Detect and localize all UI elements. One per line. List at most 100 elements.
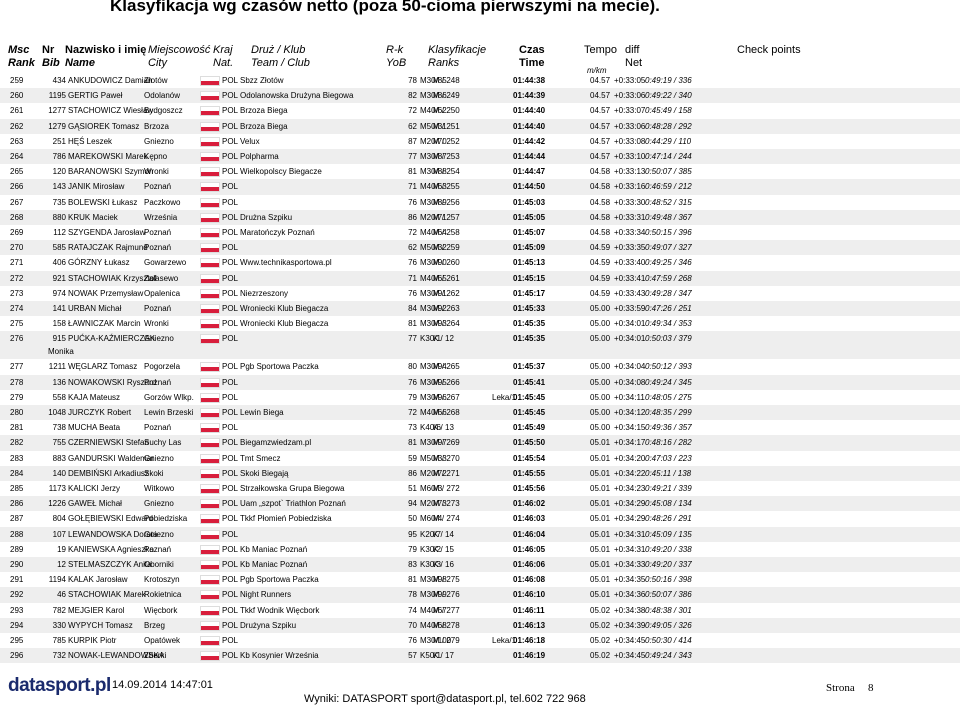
flag — [200, 408, 220, 418]
cell: M / 253 — [433, 152, 460, 161]
cell: 05.02 — [590, 620, 611, 630]
cell: 01:45:45 — [513, 408, 546, 417]
cell: M30/88 — [420, 167, 447, 177]
cell: 05.01 — [590, 484, 611, 493]
cell: 0:45:09 / 135 — [645, 529, 692, 539]
cell: M / 262 — [433, 288, 460, 298]
cell: +0:34:20 — [614, 453, 646, 463]
row-band — [0, 88, 960, 104]
cell: 05.00 — [590, 377, 611, 387]
cell: +0:34:45 — [614, 651, 646, 661]
cell: +0:33:35 — [614, 243, 646, 253]
cell: M / 272 — [433, 484, 460, 493]
cell: POL — [222, 258, 239, 268]
header-label: m/km — [587, 66, 607, 75]
flag — [200, 273, 220, 284]
cell: 01:45:37 — [513, 362, 546, 372]
cell: Maratończyk Poznań — [240, 228, 315, 237]
cell: 01:45:05 — [513, 212, 546, 222]
cell: Poznań — [144, 304, 172, 313]
cell: Sbzz Złotów — [240, 76, 284, 85]
cell: 0:50:12 / 393 — [645, 362, 692, 372]
cell: 05.01 — [590, 575, 611, 585]
cell: 01:44:40 — [513, 121, 546, 131]
cell: K50/1 — [420, 651, 441, 661]
logo: datasport.pl — [8, 675, 111, 696]
cell: M / 263 — [433, 304, 460, 313]
cell: 71 — [408, 182, 417, 192]
header-label: Msc — [8, 44, 30, 56]
cell: POL — [222, 76, 239, 85]
cell: 0:48:05 / 275 — [645, 392, 692, 402]
flag — [200, 121, 220, 132]
header-label: Czas — [519, 44, 545, 56]
cell: DEMBIŃSKI Arkadiusz — [68, 468, 149, 478]
cell: 74 — [408, 605, 417, 615]
cell: Kb Maniac Poznań — [240, 544, 308, 554]
row-band — [0, 270, 960, 286]
header-label: diff — [625, 44, 640, 56]
cell: STACHOWICZ Wiesław — [68, 106, 154, 116]
header-label: Bib — [42, 57, 60, 69]
cell: 72 — [408, 106, 417, 116]
flag — [200, 258, 220, 269]
cell: 01:45:13 — [513, 258, 546, 268]
cell: K30/2 — [420, 544, 441, 554]
row-band — [0, 496, 960, 512]
cell: STACHOWIAK Marek — [68, 590, 146, 600]
cell: 0:47:59 / 268 — [645, 273, 692, 283]
cell: Skoki Biegają — [240, 468, 289, 478]
cell: 04.57 — [590, 136, 611, 146]
cell: POL — [222, 590, 239, 600]
cell: Oborniki — [144, 560, 174, 569]
cell: Gorzów Wlkp. — [144, 392, 194, 402]
header-label: Team / Club — [251, 57, 310, 69]
cell: 04.59 — [590, 258, 611, 268]
cell: Poznań — [144, 423, 172, 433]
cell: 272 — [10, 273, 24, 283]
cell: 01:46:04 — [513, 529, 546, 539]
cell: 01:45:55 — [513, 468, 546, 478]
cell: M / 255 — [433, 182, 460, 192]
header-label: Nr — [42, 44, 55, 56]
cell: 1173 — [48, 484, 66, 493]
header-label: Time — [519, 57, 545, 69]
row-band — [0, 557, 960, 573]
cell: 0:49:21 / 339 — [645, 484, 692, 493]
cell: M30/89 — [420, 197, 447, 207]
cell: M / 258 — [433, 228, 460, 237]
cell: 0:48:16 / 282 — [645, 438, 692, 448]
cell: KRUK Maciek — [68, 212, 118, 222]
cell: M20/71 — [420, 212, 447, 222]
cell: KURPIK Piotr — [68, 636, 117, 645]
cell: NOWAK-LEWANDOWSKA — [68, 651, 165, 661]
cell: M20/70 — [420, 136, 447, 146]
cell: M / 256 — [433, 197, 460, 207]
cell: 0:48:52 / 315 — [645, 197, 692, 207]
flag — [200, 167, 220, 178]
cell: 406 — [52, 258, 66, 268]
cell: 0:45:08 / 134 — [645, 499, 692, 509]
cell: GANDURSKI Waldemar — [68, 453, 154, 463]
cell: M30/100 — [420, 636, 452, 645]
header-label: Tempo — [584, 44, 618, 56]
cell: 04.57 — [590, 152, 611, 161]
cell: M / 276 — [433, 590, 460, 600]
row-band — [0, 118, 960, 134]
cell: 62 — [408, 243, 417, 253]
cell: M40/68 — [420, 620, 447, 630]
row-band — [0, 374, 960, 390]
cell: Polpharma — [240, 152, 279, 161]
cell: 782 — [52, 605, 66, 615]
cell: POL — [222, 106, 239, 116]
cell: 289 — [10, 544, 24, 554]
cell: M / 268 — [433, 408, 460, 417]
cell: 76 — [408, 636, 417, 645]
cell: HĘŚ Leszek — [68, 136, 113, 146]
cell: 735 — [52, 197, 66, 207]
cell: +0:34:31 — [614, 544, 646, 554]
cell: 136 — [52, 377, 66, 387]
cell: NOWAK Przemysław — [68, 288, 144, 298]
row-band — [0, 587, 960, 603]
cell: 01:44:42 — [513, 136, 546, 146]
